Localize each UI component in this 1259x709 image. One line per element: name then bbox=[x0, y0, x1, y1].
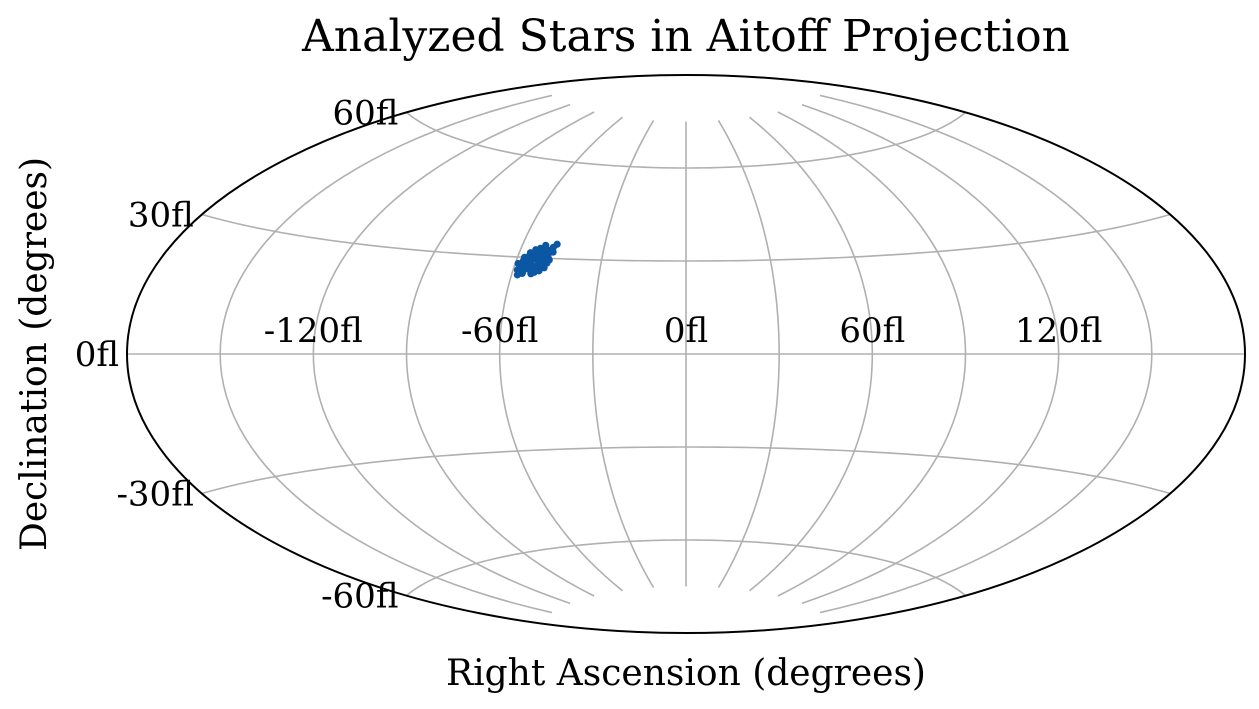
graticule bbox=[127, 94, 1245, 614]
star-point bbox=[538, 248, 546, 256]
y-tick-label: 60fl bbox=[333, 93, 399, 133]
parallel-line bbox=[405, 111, 967, 169]
projection-boundary bbox=[126, 74, 1246, 634]
x-tick-label: 60fl bbox=[839, 311, 905, 351]
x-tick-label: -120fl bbox=[264, 311, 363, 351]
parallel-line bbox=[201, 446, 1171, 495]
scatter-points bbox=[513, 240, 561, 279]
star-point bbox=[532, 246, 540, 254]
y-tick-label: -30fl bbox=[116, 475, 193, 515]
y-axis-label: Declination (degrees) bbox=[14, 157, 55, 551]
star-point bbox=[549, 248, 557, 256]
star-point bbox=[513, 271, 521, 279]
x-tick-label: 0fl bbox=[664, 311, 708, 351]
star-point bbox=[542, 241, 550, 249]
star-point bbox=[543, 259, 551, 267]
star-point bbox=[530, 268, 538, 276]
x-axis-label: Right Ascension (degrees) bbox=[446, 653, 926, 694]
star-point bbox=[528, 255, 537, 263]
star-point bbox=[519, 263, 527, 271]
y-tick-label: -60fl bbox=[321, 577, 398, 617]
star-point bbox=[535, 262, 543, 270]
tick-labels: -120fl -60fl 0fl 60fl 120fl -60fl -30fl 0fl 30fl… bbox=[75, 93, 1103, 616]
chart-title: Analyzed Stars in Aitoff Projection bbox=[301, 11, 1070, 62]
star-point bbox=[553, 240, 561, 248]
y-tick-label: 30fl bbox=[128, 196, 194, 236]
parallel-line bbox=[405, 539, 967, 597]
x-tick-label: -60fl bbox=[461, 311, 538, 351]
parallel-line bbox=[201, 213, 1171, 262]
y-tick-label: 0fl bbox=[75, 335, 119, 375]
x-tick-label: 120fl bbox=[1015, 311, 1103, 351]
